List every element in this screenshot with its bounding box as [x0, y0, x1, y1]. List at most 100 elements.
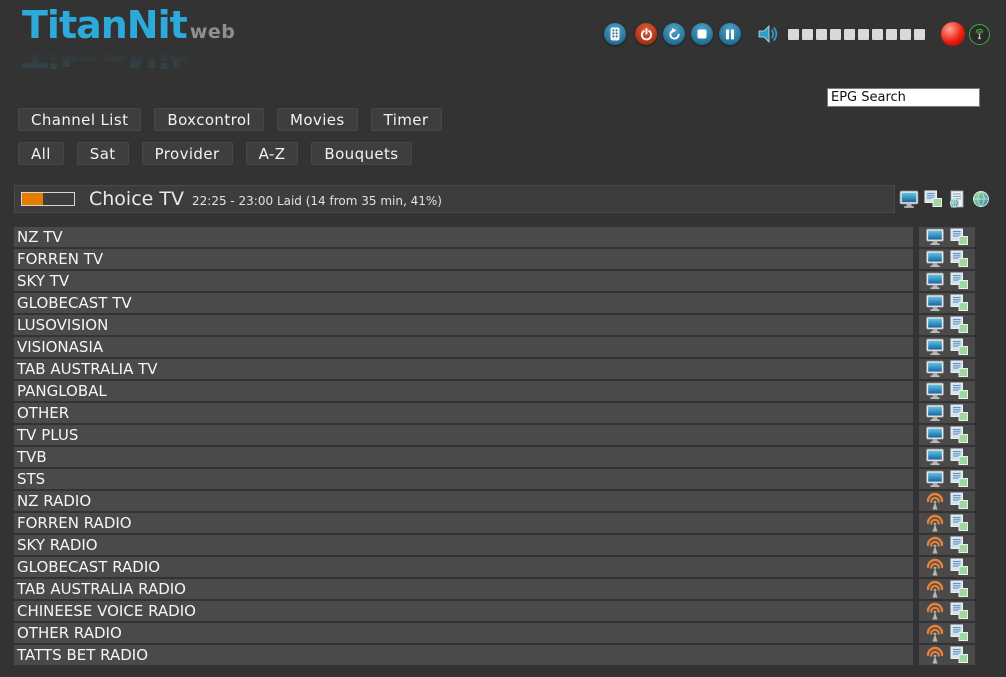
channel-name[interactable]: TAB AUSTRALIA TV — [14, 359, 913, 379]
channel-name[interactable]: FORREN TV — [14, 249, 913, 269]
tv-icon[interactable] — [925, 470, 945, 488]
epg-windows-icon[interactable] — [949, 360, 969, 378]
volume-segment[interactable] — [788, 28, 799, 40]
channel-name[interactable]: NZ TV — [14, 227, 913, 247]
power-icon — [640, 27, 653, 41]
radio-icon[interactable] — [925, 558, 945, 576]
filter-all-button[interactable]: All — [18, 142, 64, 165]
volume-segment[interactable] — [914, 28, 925, 40]
epg-search-input[interactable] — [827, 88, 980, 107]
stop-button[interactable] — [691, 23, 713, 45]
channel-name[interactable]: NZ RADIO — [14, 491, 913, 511]
channel-name[interactable]: OTHER — [14, 403, 913, 423]
channel-name[interactable]: GLOBECAST RADIO — [14, 557, 913, 577]
nav-movies-button[interactable]: Movies — [277, 108, 358, 131]
refresh-button[interactable] — [663, 23, 685, 45]
epg-windows-icon[interactable] — [949, 470, 969, 488]
epg-windows-icon[interactable] — [949, 602, 969, 620]
radio-icon[interactable] — [925, 602, 945, 620]
volume-segment[interactable] — [858, 28, 869, 40]
epg-windows-icon[interactable] — [949, 448, 969, 466]
channel-row-actions — [919, 579, 975, 599]
nav-timer-button[interactable]: Timer — [370, 108, 442, 131]
epg-windows-icon[interactable] — [949, 646, 969, 664]
channel-name[interactable]: TV PLUS — [14, 425, 913, 445]
radio-icon[interactable] — [925, 580, 945, 598]
tv-icon[interactable] — [925, 338, 945, 356]
volume-segment[interactable] — [900, 28, 911, 40]
pause-button[interactable] — [719, 23, 741, 45]
now-playing-actions — [898, 186, 992, 212]
remote-control-button[interactable] — [604, 23, 626, 45]
epg-windows-icon[interactable] — [949, 382, 969, 400]
web-epg-icon[interactable] — [946, 188, 968, 210]
epg-windows-icon[interactable] — [949, 624, 969, 642]
channel-name[interactable]: LUSOVISION — [14, 315, 913, 335]
epg-windows-icon[interactable] — [949, 492, 969, 510]
tv-icon[interactable] — [925, 272, 945, 290]
tv-icon[interactable] — [925, 228, 945, 246]
filter-sat-button[interactable]: Sat — [76, 142, 129, 165]
epg-windows-icon[interactable] — [949, 514, 969, 532]
tv-screen-icon[interactable] — [898, 188, 920, 210]
channel-name[interactable]: FORREN RADIO — [14, 513, 913, 533]
power-button[interactable] — [635, 23, 657, 45]
epg-windows-icon[interactable] — [949, 580, 969, 598]
channel-name[interactable]: TVB — [14, 447, 913, 467]
tv-icon[interactable] — [925, 448, 945, 466]
channel-row: NZ RADIO — [14, 491, 975, 511]
epg-windows-icon[interactable] — [949, 536, 969, 554]
tv-icon[interactable] — [925, 360, 945, 378]
channel-name[interactable]: SKY RADIO — [14, 535, 913, 555]
volume-segment[interactable] — [830, 28, 841, 40]
epg-windows-icon[interactable] — [949, 250, 969, 268]
radio-icon[interactable] — [925, 492, 945, 510]
volume-bar[interactable] — [785, 28, 925, 40]
epg-windows-icon[interactable] — [949, 228, 969, 246]
radio-icon[interactable] — [925, 536, 945, 554]
epg-windows-icon[interactable] — [949, 404, 969, 422]
channel-name[interactable]: STS — [14, 469, 913, 489]
current-channel-name: Choice TV — [89, 188, 184, 210]
volume-segment[interactable] — [844, 28, 855, 40]
radio-icon[interactable] — [925, 624, 945, 642]
tv-icon[interactable] — [925, 382, 945, 400]
channel-name[interactable]: CHINEESE VOICE RADIO — [14, 601, 913, 621]
epg-windows-icon[interactable] — [949, 426, 969, 444]
channel-name[interactable]: TAB AUSTRALIA RADIO — [14, 579, 913, 599]
channel-name[interactable]: PANGLOBAL — [14, 381, 913, 401]
volume-segment[interactable] — [802, 28, 813, 40]
epg-windows-icon[interactable] — [949, 294, 969, 312]
epg-windows-icon[interactable] — [949, 338, 969, 356]
filter-bouquets-button[interactable]: Bouquets — [311, 142, 412, 165]
channel-name[interactable]: VISIONASIA — [14, 337, 913, 357]
epg-windows-icon[interactable] — [949, 558, 969, 576]
radio-icon[interactable] — [925, 646, 945, 664]
refresh-icon — [668, 27, 681, 41]
filter-provider-button[interactable]: Provider — [141, 142, 233, 165]
nav-channel-list-button[interactable]: Channel List — [18, 108, 142, 131]
volume-segment[interactable] — [816, 28, 827, 40]
tv-icon[interactable] — [925, 316, 945, 334]
tv-icon[interactable] — [925, 294, 945, 312]
signal-stream-button[interactable] — [969, 23, 990, 45]
volume-segment[interactable] — [886, 28, 897, 40]
speaker-icon[interactable] — [757, 22, 781, 46]
volume-segment[interactable] — [872, 28, 883, 40]
epg-windows-icon[interactable] — [949, 316, 969, 334]
channel-name[interactable]: SKY TV — [14, 271, 913, 291]
radio-icon[interactable] — [925, 514, 945, 532]
filter-az-button[interactable]: A-Z — [245, 142, 299, 165]
channel-name[interactable]: OTHER RADIO — [14, 623, 913, 643]
channel-name[interactable]: GLOBECAST TV — [14, 293, 913, 313]
tv-icon[interactable] — [925, 250, 945, 268]
epg-progress-bar — [21, 192, 75, 206]
epg-windows-icon[interactable] — [949, 272, 969, 290]
globe-icon[interactable] — [970, 188, 992, 210]
channel-row: TAB AUSTRALIA TV — [14, 359, 975, 379]
epg-windows-icon[interactable] — [922, 188, 944, 210]
nav-boxcontrol-button[interactable]: Boxcontrol — [154, 108, 264, 131]
channel-name[interactable]: TATTS BET RADIO — [14, 645, 913, 665]
tv-icon[interactable] — [925, 426, 945, 444]
tv-icon[interactable] — [925, 404, 945, 422]
